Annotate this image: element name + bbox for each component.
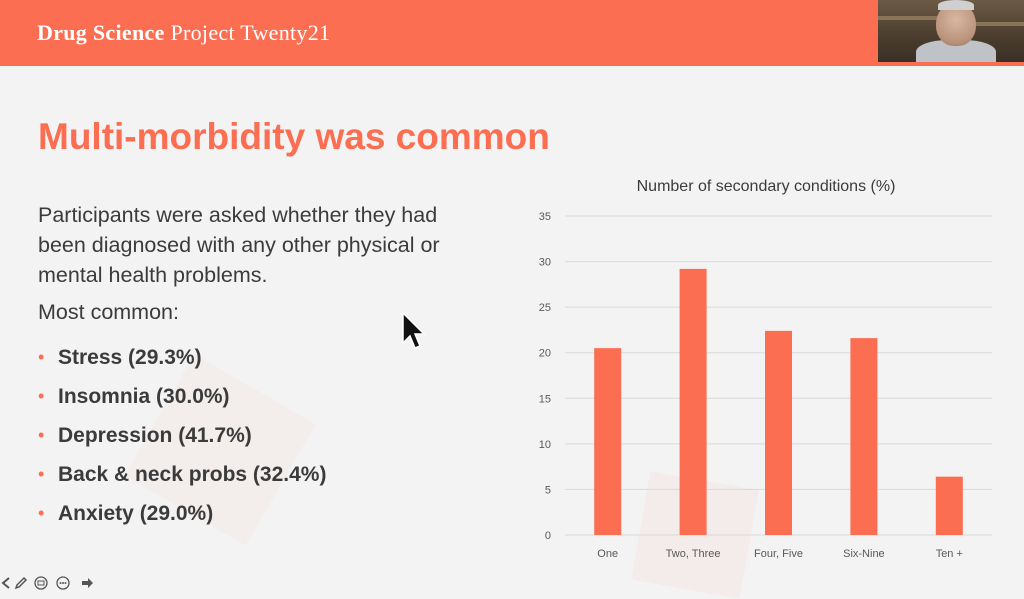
bullet-item: • Depression (41.7%) bbox=[38, 416, 326, 455]
chart-bar bbox=[850, 338, 878, 535]
arrow-left-icon[interactable] bbox=[0, 576, 14, 590]
arrow-right-icon[interactable] bbox=[80, 576, 94, 590]
bullet-dot-icon: • bbox=[38, 386, 45, 406]
slides-icon[interactable] bbox=[34, 576, 48, 590]
bullet-dot-icon: • bbox=[38, 347, 45, 367]
brand-title-rest: Project Twenty21 bbox=[164, 20, 331, 45]
condition-bullet-list: • Stress (29.3%) • Insomnia (30.0%) • Depre… bbox=[38, 338, 326, 533]
bullet-item: • Stress (29.3%) bbox=[38, 338, 326, 377]
mouse-pointer-icon bbox=[402, 311, 426, 349]
most-common-label: Most common: bbox=[38, 300, 179, 324]
y-tick-label: 35 bbox=[539, 211, 551, 223]
chart-title: Number of secondary conditions (%) bbox=[636, 178, 896, 195]
y-tick-label: 10 bbox=[539, 439, 551, 451]
chart-bar bbox=[935, 476, 963, 535]
chart-bar bbox=[594, 348, 622, 535]
bullet-item: • Back & neck probs (32.4%) bbox=[38, 455, 326, 494]
y-tick-label: 30 bbox=[539, 257, 551, 269]
brand-title: Drug Science Project Twenty21 bbox=[37, 20, 330, 46]
x-tick-label: Ten + bbox=[936, 548, 963, 560]
slide-title: Multi-morbidity was common bbox=[38, 116, 550, 157]
pen-icon[interactable] bbox=[14, 576, 28, 590]
y-tick-label: 5 bbox=[545, 484, 551, 496]
bullet-dot-icon: • bbox=[38, 464, 45, 484]
bullet-dot-icon: • bbox=[38, 503, 45, 523]
bullet-item: • Insomnia (30.0%) bbox=[38, 377, 326, 416]
webcam-background-shelf bbox=[973, 22, 1024, 26]
more-icon[interactable] bbox=[56, 576, 70, 590]
bullet-text: Insomnia (30.0%) bbox=[58, 384, 230, 408]
x-tick-label: Six-Nine bbox=[843, 548, 885, 560]
webcam-video-feed bbox=[878, 0, 1024, 62]
webcam-person-shoulders bbox=[916, 40, 996, 62]
webcam-person-hair bbox=[938, 0, 974, 10]
bullet-text: Anxiety (29.0%) bbox=[58, 501, 214, 525]
bullet-text: Depression (41.7%) bbox=[58, 423, 252, 447]
y-tick-label: 15 bbox=[539, 393, 551, 405]
y-tick-label: 0 bbox=[545, 530, 551, 542]
presentation-toolbar bbox=[0, 574, 110, 590]
brand-title-bold: Drug Science bbox=[37, 20, 165, 45]
secondary-conditions-bar-chart: 0 5 10 15 20 25 30 35 One Two, Three Four, Five Six… bbox=[539, 211, 992, 560]
x-tick-label: Four, Five bbox=[754, 548, 803, 560]
bullet-item: • Anxiety (29.0%) bbox=[38, 494, 326, 533]
bullet-dot-icon: • bbox=[38, 425, 45, 445]
bullet-text: Back & neck probs (32.4%) bbox=[58, 462, 327, 486]
bullet-text: Stress (29.3%) bbox=[58, 345, 202, 369]
chart-bar bbox=[679, 268, 707, 535]
y-tick-label: 20 bbox=[539, 348, 551, 360]
x-tick-label: One bbox=[597, 548, 618, 560]
chart-bar bbox=[765, 330, 792, 535]
webcam-background-shelf bbox=[878, 16, 938, 20]
intro-paragraph: Participants were asked whether they had… bbox=[38, 203, 440, 287]
slide-header-bar: Drug Science Project Twenty21 bbox=[0, 0, 1024, 66]
x-tick-label: Two, Three bbox=[666, 548, 721, 560]
y-tick-label: 25 bbox=[539, 302, 551, 314]
